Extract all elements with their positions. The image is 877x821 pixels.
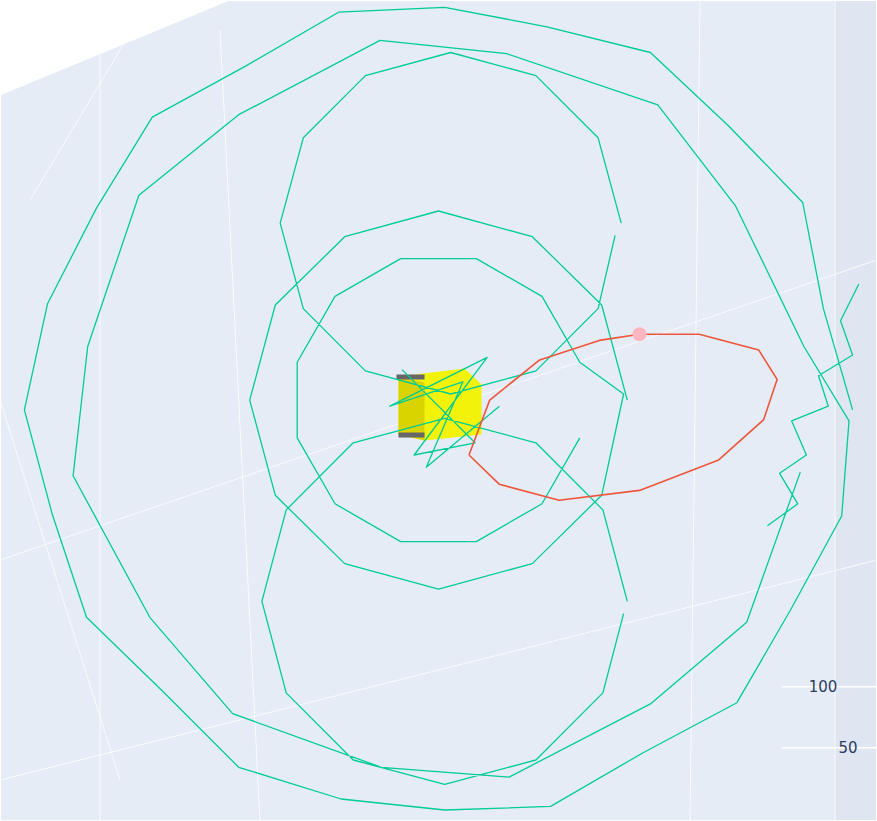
trajectory	[469, 334, 777, 500]
tick-label: 100	[809, 678, 838, 696]
scene-grid-line	[0, 0, 230, 95]
cube	[397, 369, 482, 441]
plot-area	[24, 7, 858, 810]
scene-grid-line	[0, 400, 120, 780]
scene-grid-line	[0, 260, 877, 560]
side-plane	[835, 0, 877, 821]
scene-grid-line	[220, 30, 260, 821]
scene-outside	[0, 0, 230, 95]
grid-line	[782, 747, 877, 749]
point	[632, 327, 646, 341]
scene-grid-line	[690, 0, 700, 821]
cube-edge	[399, 433, 425, 438]
trajectory	[24, 7, 858, 810]
scene-grid-line	[0, 560, 877, 780]
chart: 50 100	[0, 0, 877, 821]
scene-grid-line	[30, 0, 150, 200]
scene-grid-line	[100, 0, 101, 821]
tick-label: 50	[838, 739, 857, 757]
scene-background	[0, 0, 877, 821]
scene-grid-line	[835, 0, 836, 821]
plot-frame	[1, 1, 877, 821]
